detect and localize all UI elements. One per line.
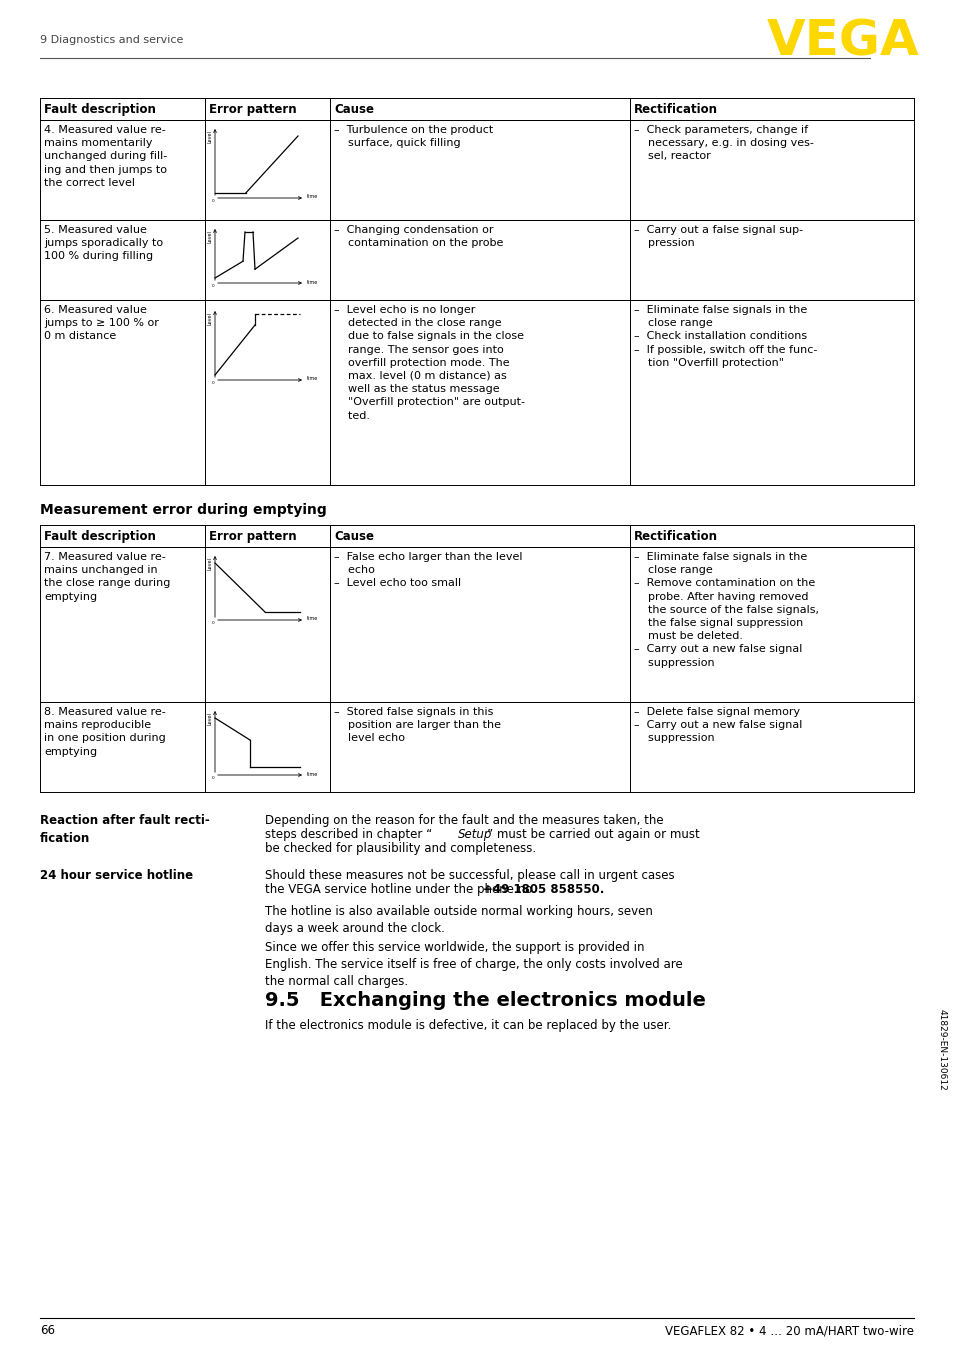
Text: time: time: [307, 376, 318, 382]
Text: steps described in chapter “: steps described in chapter “: [265, 829, 432, 841]
Text: 0: 0: [212, 284, 213, 288]
Text: 41829-EN-130612: 41829-EN-130612: [937, 1009, 945, 1091]
Text: –  Changing condensation or
    contamination on the probe: – Changing condensation or contamination…: [334, 225, 503, 248]
Text: time: time: [307, 195, 318, 199]
Text: –  False echo larger than the level
    echo
–  Level echo too small: – False echo larger than the level echo …: [334, 552, 522, 589]
Text: 9.5   Exchanging the electronics module: 9.5 Exchanging the electronics module: [265, 991, 705, 1010]
Text: +49 1805 858550.: +49 1805 858550.: [483, 883, 604, 896]
Text: Level: Level: [208, 311, 213, 325]
Text: –  Turbulence on the product
    surface, quick filling: – Turbulence on the product surface, qui…: [334, 125, 493, 148]
Text: VEGA: VEGA: [766, 18, 919, 66]
Text: –  Eliminate false signals in the
    close range
–  Check installation conditio: – Eliminate false signals in the close r…: [634, 305, 817, 368]
Text: –  Stored false signals in this
    position are larger than the
    level echo: – Stored false signals in this position …: [334, 707, 500, 743]
Text: –  Delete false signal memory
–  Carry out a new false signal
    suppression: – Delete false signal memory – Carry out…: [634, 707, 801, 743]
Text: Cause: Cause: [334, 103, 374, 116]
Text: Should these measures not be successful, please call in urgent cases: Should these measures not be successful,…: [265, 869, 674, 881]
Text: the VEGA service hotline under the phone no.: the VEGA service hotline under the phone…: [265, 883, 539, 896]
Text: 0: 0: [212, 776, 213, 780]
Text: Error pattern: Error pattern: [209, 103, 296, 116]
Text: The hotline is also available outside normal working hours, seven
days a week ar: The hotline is also available outside no…: [265, 904, 652, 936]
Text: Error pattern: Error pattern: [209, 529, 296, 543]
Text: time: time: [307, 772, 318, 776]
Text: 0: 0: [212, 621, 213, 626]
Text: 6. Measured value
jumps to ≥ 100 % or
0 m distance: 6. Measured value jumps to ≥ 100 % or 0 …: [44, 305, 159, 341]
Text: Level: Level: [208, 712, 213, 724]
Text: Rectification: Rectification: [634, 529, 718, 543]
Text: Level: Level: [208, 230, 213, 242]
Text: be checked for plausibility and completeness.: be checked for plausibility and complete…: [265, 842, 536, 854]
Text: Rectification: Rectification: [634, 103, 718, 116]
Text: Fault description: Fault description: [44, 529, 155, 543]
Text: –  Level echo is no longer
    detected in the close range
    due to false sign: – Level echo is no longer detected in th…: [334, 305, 524, 421]
Text: –  Eliminate false signals in the
    close range
–  Remove contamination on the: – Eliminate false signals in the close r…: [634, 552, 818, 668]
Text: If the electronics module is defective, it can be replaced by the user.: If the electronics module is defective, …: [265, 1020, 671, 1032]
Text: Setup: Setup: [457, 829, 492, 841]
Text: Depending on the reason for the fault and the measures taken, the: Depending on the reason for the fault an…: [265, 814, 663, 827]
Text: 4. Measured value re-
mains momentarily
unchanged during fill-
ing and then jump: 4. Measured value re- mains momentarily …: [44, 125, 167, 188]
Text: 0: 0: [212, 380, 213, 385]
Text: VEGAFLEX 82 • 4 … 20 mA/HART two-wire: VEGAFLEX 82 • 4 … 20 mA/HART two-wire: [664, 1324, 913, 1336]
Text: –  Check parameters, change if
    necessary, e.g. in dosing ves-
    sel, react: – Check parameters, change if necessary,…: [634, 125, 813, 161]
Text: 66: 66: [40, 1324, 55, 1336]
Text: Since we offer this service worldwide, the support is provided in
English. The s: Since we offer this service worldwide, t…: [265, 941, 682, 988]
Text: Cause: Cause: [334, 529, 374, 543]
Text: –  Carry out a false signal sup-
    pression: – Carry out a false signal sup- pression: [634, 225, 802, 248]
Text: Level: Level: [208, 556, 213, 570]
Text: 8. Measured value re-
mains reproducible
in one position during
emptying: 8. Measured value re- mains reproducible…: [44, 707, 166, 757]
Text: 7. Measured value re-
mains unchanged in
the close range during
emptying: 7. Measured value re- mains unchanged in…: [44, 552, 171, 601]
Text: 5. Measured value
jumps sporadically to
100 % during filling: 5. Measured value jumps sporadically to …: [44, 225, 163, 261]
Text: Fault description: Fault description: [44, 103, 155, 116]
Text: Reaction after fault recti-
fication: Reaction after fault recti- fication: [40, 814, 210, 845]
Text: Measurement error during emptying: Measurement error during emptying: [40, 502, 327, 517]
Text: ” must be carried out again or must: ” must be carried out again or must: [486, 829, 699, 841]
Text: time: time: [307, 279, 318, 284]
Text: 24 hour service hotline: 24 hour service hotline: [40, 869, 193, 881]
Text: Level: Level: [208, 130, 213, 144]
Text: 9 Diagnostics and service: 9 Diagnostics and service: [40, 35, 183, 45]
Text: time: time: [307, 616, 318, 621]
Text: 0: 0: [212, 199, 213, 203]
